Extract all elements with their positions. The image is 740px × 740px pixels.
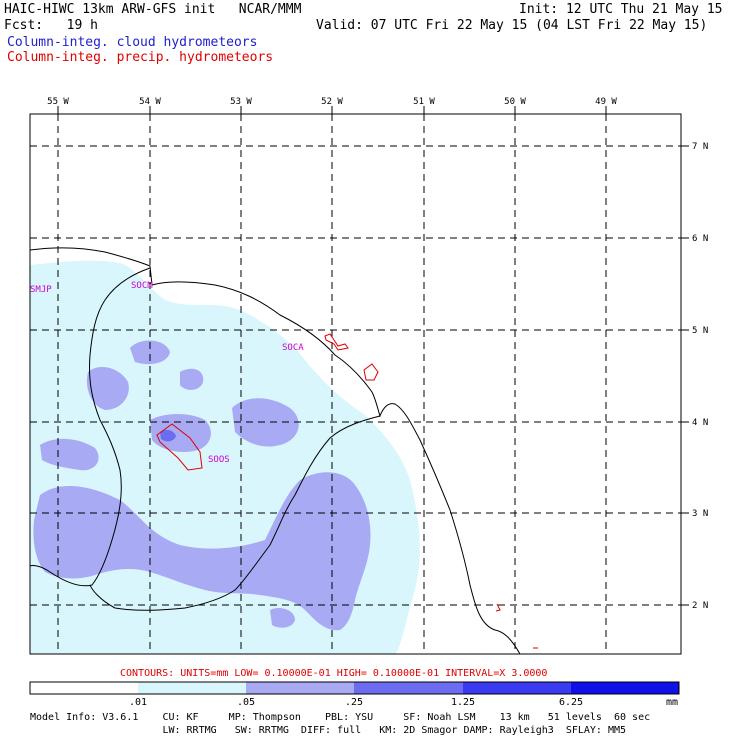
- axis-ticks: [57, 106, 689, 606]
- cloud-shading-level2: [33, 340, 371, 631]
- lon-label: 55 W: [47, 97, 69, 107]
- lon-label: 50 W: [504, 97, 526, 107]
- lon-label: 53 W: [230, 97, 252, 107]
- colorbar-tick: .25: [345, 697, 363, 708]
- station-label-smjp: SMJP: [30, 285, 52, 295]
- lon-label: 49 W: [595, 97, 617, 107]
- field-label-cloud: Column-integ. cloud hydrometeors: [7, 35, 258, 50]
- colorbar-tick: 1.25: [451, 697, 475, 708]
- lat-label: 3 N: [692, 509, 708, 519]
- shaded-field: [30, 260, 420, 654]
- field-label-precip: Column-integ. precip. hydrometeors: [7, 50, 274, 65]
- model-info-line2: LW: RRTMG SW: RRTMG DIFF: full KM: 2D Sm…: [30, 725, 627, 736]
- contour-info: CONTOURS: UNITS=mm LOW= 0.10000E-01 HIGH…: [120, 668, 547, 679]
- lat-label: 5 N: [692, 326, 708, 336]
- lat-label: 4 N: [692, 418, 708, 428]
- lat-label: 7 N: [692, 142, 708, 152]
- forecast-hour: Fcst: 19 h: [4, 18, 98, 33]
- model-info-line1: Model Info: V3.6.1 CU: KF MP: Thompson P…: [30, 712, 651, 723]
- lon-label: 52 W: [321, 97, 343, 107]
- colorbar-tick: .05: [237, 697, 255, 708]
- plot-frame: [29, 113, 682, 655]
- lat-label: 2 N: [692, 601, 708, 611]
- station-label-soca: SOCA: [282, 343, 304, 353]
- colorbar-tick: .01: [129, 697, 147, 708]
- station-label-socm: SOCM: [131, 281, 153, 291]
- init-time: Init: 12 UTC Thu 21 May 15: [519, 2, 723, 17]
- plot-title: HAIC-HIWC 13km ARW-GFS init NCAR/MMM: [4, 2, 302, 17]
- colorbar-unit: mm: [666, 697, 678, 708]
- coastline: [30, 247, 521, 654]
- precip-contours: [156, 333, 538, 649]
- lon-label: 54 W: [139, 97, 161, 107]
- station-label-soos: SOOS: [208, 455, 230, 465]
- lat-label: 6 N: [692, 234, 708, 244]
- colorbar: [29, 681, 680, 695]
- cloud-shading-level3: [160, 429, 176, 442]
- lat-lon-grid: [30, 114, 681, 654]
- valid-time: Valid: 07 UTC Fri 22 May 15 (04 LST Fri …: [316, 18, 708, 33]
- lon-label: 51 W: [413, 97, 435, 107]
- colorbar-tick: 6.25: [559, 697, 583, 708]
